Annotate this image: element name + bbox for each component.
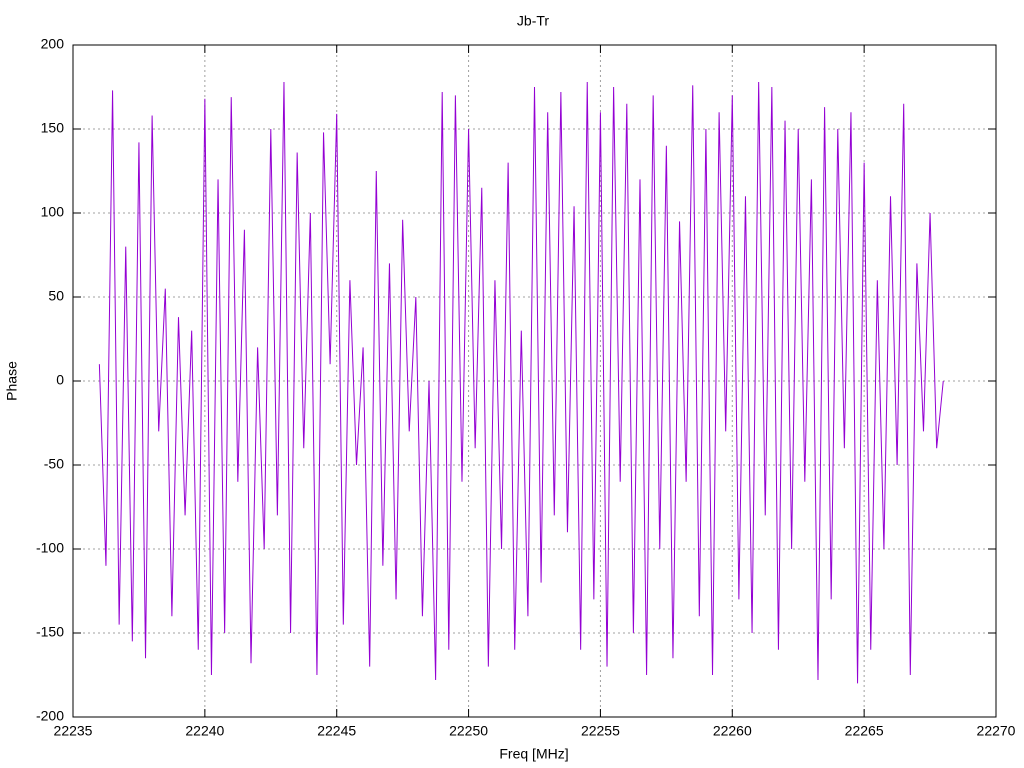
x-axis-label: Freq [MHz] [499,746,568,762]
chart-title: Jb-Tr [517,13,549,29]
x-tick-label: 22245 [317,723,356,739]
data-line [98,81,944,684]
y-tick-label: 0 [56,372,64,388]
y-tick-label: 50 [48,288,64,304]
y-tick-label: 200 [41,36,65,52]
y-axis-label: Phase [4,361,20,401]
x-tick-label: 22235 [54,723,93,739]
x-tick-label: 22240 [185,723,224,739]
y-tick-label: 150 [41,120,65,136]
y-tick-label: -100 [36,540,64,556]
y-tick-label: -200 [36,708,64,724]
x-tick-label: 22250 [449,723,488,739]
x-tick-label: 22265 [845,723,884,739]
y-tick-label: 100 [41,204,65,220]
x-tick-label: 22255 [581,723,620,739]
x-tick-label: 22260 [713,723,752,739]
y-tick-label: -50 [44,456,64,472]
plot-frame [72,44,997,718]
x-tick-label: 22270 [977,723,1016,739]
y-tick-label: -150 [36,624,64,640]
